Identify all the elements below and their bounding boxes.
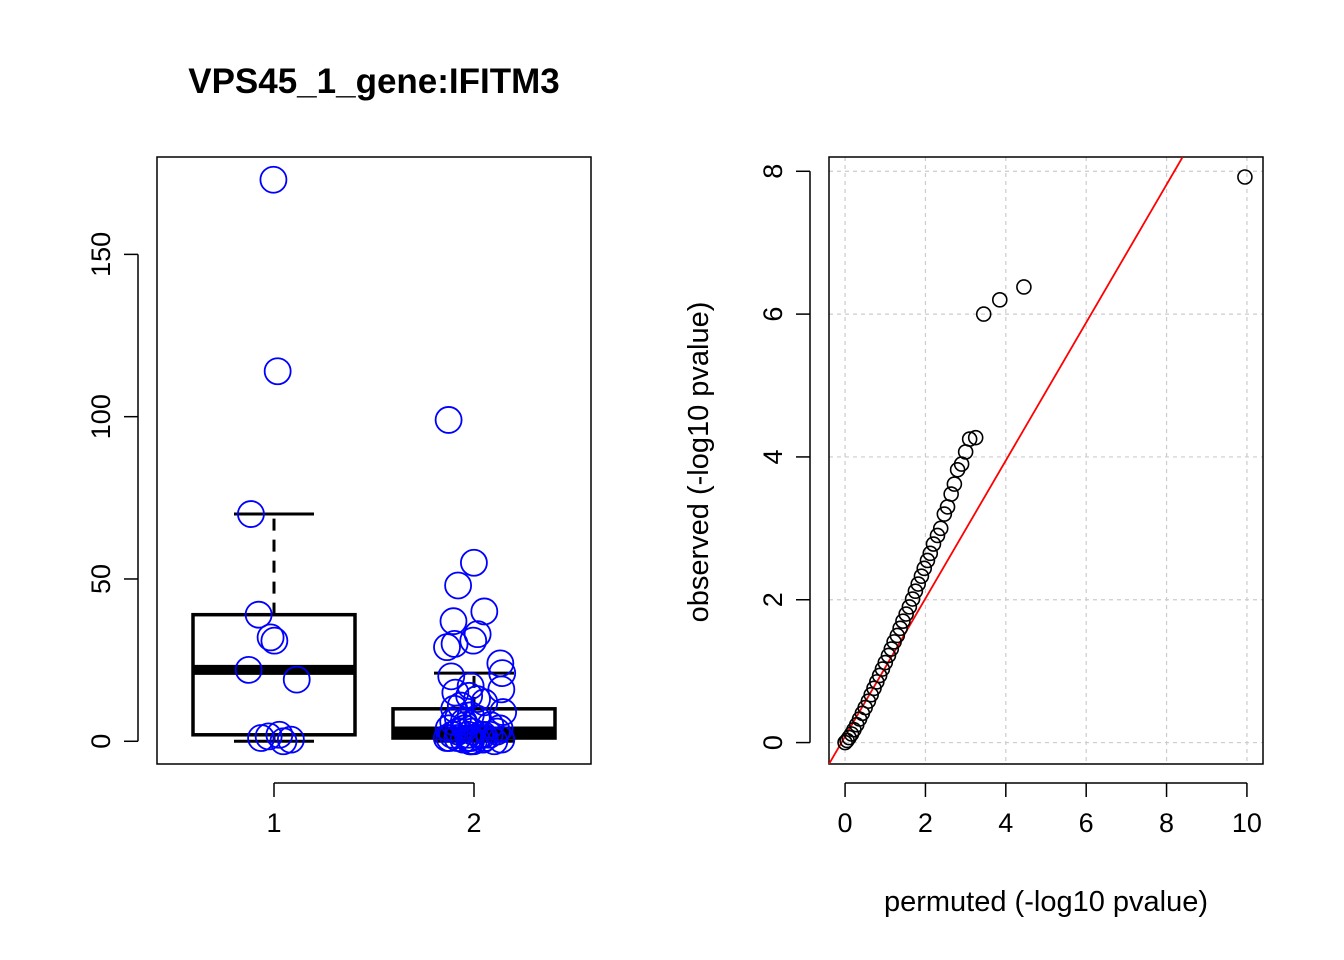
qq-point	[904, 591, 921, 607]
qq-frame	[828, 156, 1264, 765]
boxplot-point	[259, 165, 288, 194]
qq-point	[837, 734, 853, 751]
qq-point	[946, 476, 963, 492]
qq-x-tick-label: 10	[1232, 808, 1262, 838]
qq-point	[936, 506, 953, 522]
box-group-1	[191, 512, 357, 743]
qq-point	[991, 292, 1008, 308]
boxplot-y-tick-label: 100	[86, 394, 116, 439]
boxplot-y-tick-label: 150	[86, 232, 116, 277]
qq-point	[841, 729, 857, 746]
qq-x-tick-label: 2	[918, 808, 933, 838]
qq-x-tick-label: 4	[998, 808, 1013, 838]
qq-point	[913, 568, 930, 584]
boxplot-x-tick-label: 2	[466, 808, 481, 838]
qq-point	[901, 599, 918, 615]
qq-point	[895, 613, 911, 629]
boxplot-point	[432, 724, 461, 752]
qq-point	[916, 560, 933, 577]
boxplot-point	[438, 720, 467, 749]
boxplot-point	[456, 672, 485, 700]
boxplot-point	[463, 620, 492, 649]
qq-point	[929, 527, 946, 544]
qq-y-tick-label: 4	[758, 449, 788, 464]
qq-panel: 0 2 4 6 8 10 0 2 4 6 8 permuted (-log10 pvalue) ob…	[683, 156, 1264, 918]
qq-y-tick-label: 6	[758, 307, 788, 322]
boxplot-title: VPS45_1_gene:IFITM3	[188, 62, 560, 101]
boxplot-point	[470, 597, 499, 626]
boxplot-point	[234, 655, 263, 684]
boxplot-point	[433, 633, 461, 662]
qq-y-axis-label: observed (-log10 pvalue)	[683, 302, 715, 623]
qq-point	[907, 583, 924, 599]
boxplot-point	[468, 725, 497, 754]
qq-point	[975, 306, 992, 322]
boxplot-point	[460, 548, 488, 577]
boxplot-point	[485, 714, 514, 743]
boxplot-point	[439, 607, 468, 636]
qq-point	[922, 545, 939, 562]
boxplot-point	[237, 500, 265, 528]
boxplot-point	[282, 665, 311, 694]
qq-point	[925, 536, 942, 552]
boxplot-point	[459, 626, 488, 655]
boxplot-point	[475, 720, 504, 749]
qq-point	[949, 461, 966, 478]
qq-point	[1016, 279, 1032, 295]
qq-point	[839, 732, 855, 749]
boxplot-point	[488, 659, 517, 688]
boxplot-point	[269, 727, 298, 756]
boxplot-x-tick-label: 1	[266, 808, 281, 838]
qq-x-tick-label: 6	[1079, 808, 1094, 838]
boxplot-point	[263, 357, 292, 386]
boxplot-point	[480, 727, 509, 756]
qq-point	[967, 429, 984, 446]
qq-point	[919, 552, 936, 569]
boxplot-y-tick-label: 50	[86, 564, 116, 594]
qq-point	[943, 486, 959, 502]
qq-point	[1237, 169, 1253, 185]
boxplot-y-tick-label: 0	[86, 734, 116, 749]
qq-point	[932, 520, 949, 537]
boxplot-point	[456, 727, 485, 756]
boxplot-point	[244, 600, 273, 629]
boxplot-point	[265, 720, 294, 749]
boxplot-point	[437, 662, 466, 691]
boxplot-point	[256, 623, 285, 652]
qq-point	[880, 647, 897, 664]
boxplot-panel: VPS45_1_gene:IFITM3 0 50 100 150 1 2	[86, 62, 592, 838]
boxplot-point	[247, 724, 275, 752]
qq-y-tick-label: 0	[758, 735, 788, 750]
qq-point	[898, 606, 914, 622]
qq-y-tick-label: 2	[758, 592, 788, 607]
boxplot-frame	[156, 156, 592, 765]
boxplot-point	[444, 571, 473, 600]
qq-point	[939, 499, 956, 515]
qq-y-tick-label: 8	[758, 164, 788, 179]
boxplot-point	[260, 626, 289, 655]
qq-x-tick-label: 0	[838, 808, 853, 838]
qq-x-axis-label: permuted (-log10 pvalue)	[884, 886, 1208, 918]
qq-x-tick-label: 8	[1159, 808, 1174, 838]
qq-point	[910, 576, 927, 592]
qq-point	[892, 620, 908, 637]
boxplot-point	[434, 406, 463, 434]
qq-point	[886, 634, 902, 650]
